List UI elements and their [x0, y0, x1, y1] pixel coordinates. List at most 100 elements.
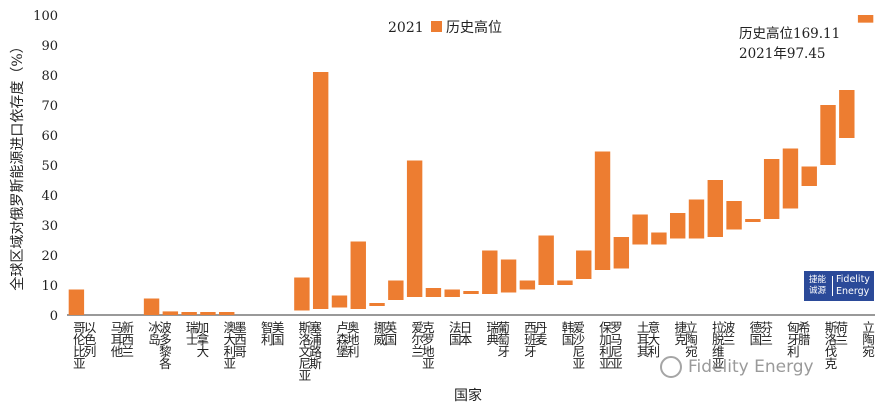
bar-6	[162, 311, 179, 315]
x-tick-label: 西班牙	[524, 320, 537, 359]
x-tick-label: 芬兰	[760, 320, 773, 347]
annotation: 历史高位169.11 2021年97.45	[739, 25, 840, 62]
legend-label-2021: 2021	[388, 20, 424, 36]
x-tick-label: 希腊	[798, 320, 811, 347]
x-tick-label: 捷克	[674, 320, 687, 347]
logo-en-line-1: Fidelity	[836, 274, 870, 285]
y-tick-label: 20	[41, 249, 58, 264]
bar-21	[444, 289, 460, 297]
x-tick-label: 澳大利亚	[223, 320, 236, 371]
x-tick-label: 韩国	[562, 320, 575, 347]
x-tick-label: 立陶宛	[862, 320, 875, 359]
logo-divider	[832, 276, 833, 296]
bar-25	[519, 280, 536, 290]
x-tick-label: 波兰	[723, 320, 736, 347]
y-axis-label: 全球区域对俄罗斯能源进口依存度（%）	[9, 39, 26, 290]
x-tick-label: 意大利	[648, 320, 661, 359]
bar-26	[538, 235, 554, 285]
x-tick-label: 卢森堡	[336, 320, 349, 359]
bar-42	[839, 90, 855, 138]
x-tick-label: 哥伦比亚	[73, 320, 86, 371]
x-tick-label: 塞浦路斯	[309, 320, 322, 371]
bar-9	[219, 312, 235, 315]
bar-34	[688, 199, 705, 239]
bar-8	[200, 312, 216, 315]
x-tick-label: 丹麦	[535, 320, 548, 347]
x-tick-label: 荷兰	[836, 320, 849, 347]
y-tick-label: 10	[41, 279, 58, 294]
annotation-line-1: 历史高位169.11	[739, 25, 840, 42]
bars	[68, 15, 874, 315]
bar-35	[707, 180, 723, 237]
x-tick-label: 冰岛	[148, 320, 161, 347]
bar-27	[557, 280, 573, 285]
bar-43	[857, 15, 874, 23]
x-tick-label: 挪威	[374, 320, 387, 347]
bar-16	[350, 241, 366, 309]
legend-swatch	[431, 21, 442, 32]
x-tick-label: 英国	[385, 320, 398, 347]
y-tick-label: 100	[33, 9, 58, 24]
watermark-text: Fidelity Energy	[688, 357, 814, 377]
y-tick-label: 70	[41, 99, 58, 114]
x-tick-label: 日本	[460, 320, 473, 347]
y-tick-label: 40	[41, 189, 58, 204]
bar-36	[726, 201, 742, 230]
x-tick-label: 墨西哥	[234, 320, 247, 359]
bar-40	[801, 166, 817, 186]
x-tick-label: 法国	[449, 320, 462, 347]
x-tick-label: 加拿大	[197, 320, 210, 359]
bar-31	[632, 214, 648, 245]
bar-18	[388, 280, 404, 300]
watermark: Fidelity Energy	[660, 356, 814, 378]
bar-15	[331, 295, 348, 308]
y-tick-label: 60	[41, 129, 58, 144]
bar-39	[782, 148, 799, 209]
legend: 2021 历史高位	[388, 19, 502, 36]
y-tick-label: 30	[41, 219, 58, 234]
axes: 0 10 20 30 40 50 60 70 80 90 100	[33, 9, 875, 324]
y-tick-label: 80	[41, 69, 58, 84]
bar-33	[669, 213, 686, 239]
bar-5	[143, 298, 160, 315]
logo-en-text: Fidelity Energy	[836, 274, 870, 298]
bar-23	[482, 250, 498, 294]
bar-41	[820, 105, 836, 165]
x-tick-label: 罗马尼亚	[610, 320, 623, 371]
bar-7	[181, 312, 197, 315]
x-tick-label: 智利	[261, 320, 274, 347]
x-tick-label: 匈牙利	[787, 320, 800, 359]
y-tick-label: 90	[41, 39, 58, 54]
x-tick-label: 斯洛伐克	[825, 320, 838, 371]
x-tick-label: 波多黎各	[159, 320, 172, 371]
x-tick-label: 以色列	[84, 320, 97, 359]
x-tick-label: 拉脱维亚	[712, 320, 725, 371]
y-tick-label: 0	[50, 309, 58, 324]
bar-24	[500, 259, 517, 293]
x-tick-label: 斯洛文尼亚	[299, 320, 312, 383]
x-tick-label: 德国	[750, 320, 763, 347]
annotation-line-2: 2021年97.45	[739, 46, 826, 62]
x-tick-label: 美国	[272, 320, 285, 347]
bar-37	[745, 219, 761, 222]
x-tick-label: 爱尔兰	[411, 320, 424, 359]
bar-22	[463, 291, 479, 294]
x-tick-label: 葡萄牙	[497, 320, 510, 359]
watermark-icon	[660, 356, 682, 378]
bar-29	[594, 151, 611, 270]
bar-14	[312, 72, 329, 309]
x-tick-label: 新西兰	[122, 320, 135, 359]
x-tick-label: 瑞典	[487, 320, 500, 347]
bar-30	[613, 237, 630, 269]
bar-20	[425, 288, 442, 297]
logo-cn-text: 捷能 诚源	[809, 275, 827, 296]
bar-32	[651, 232, 667, 245]
bar-17	[369, 303, 385, 306]
x-tick-label: 立陶宛	[685, 320, 698, 359]
bar-1	[68, 289, 85, 315]
legend-label-high: 历史高位	[446, 19, 502, 36]
x-tick-label: 保加利亚	[599, 320, 612, 371]
bar-13	[294, 277, 310, 311]
